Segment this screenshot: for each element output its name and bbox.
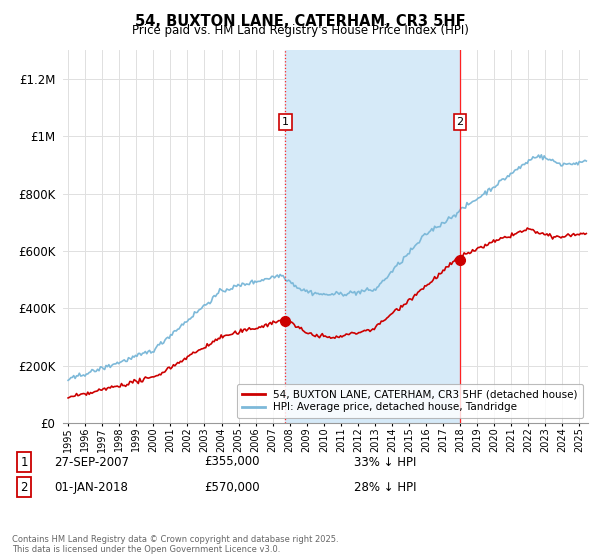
Text: 28% ↓ HPI: 28% ↓ HPI bbox=[354, 480, 416, 494]
Text: Contains HM Land Registry data © Crown copyright and database right 2025.
This d: Contains HM Land Registry data © Crown c… bbox=[12, 535, 338, 554]
Text: 1: 1 bbox=[282, 117, 289, 127]
Text: 2: 2 bbox=[20, 480, 28, 494]
Text: 1: 1 bbox=[20, 455, 28, 469]
Text: 27-SEP-2007: 27-SEP-2007 bbox=[54, 455, 129, 469]
Text: 33% ↓ HPI: 33% ↓ HPI bbox=[354, 455, 416, 469]
Legend: 54, BUXTON LANE, CATERHAM, CR3 5HF (detached house), HPI: Average price, detache: 54, BUXTON LANE, CATERHAM, CR3 5HF (deta… bbox=[236, 384, 583, 418]
Bar bbox=[285, 50, 460, 423]
Text: 01-JAN-2018: 01-JAN-2018 bbox=[54, 480, 128, 494]
Text: £355,000: £355,000 bbox=[204, 455, 260, 469]
Text: 54, BUXTON LANE, CATERHAM, CR3 5HF: 54, BUXTON LANE, CATERHAM, CR3 5HF bbox=[134, 14, 466, 29]
Text: 2: 2 bbox=[457, 117, 464, 127]
Text: £570,000: £570,000 bbox=[204, 480, 260, 494]
Text: Price paid vs. HM Land Registry's House Price Index (HPI): Price paid vs. HM Land Registry's House … bbox=[131, 24, 469, 37]
